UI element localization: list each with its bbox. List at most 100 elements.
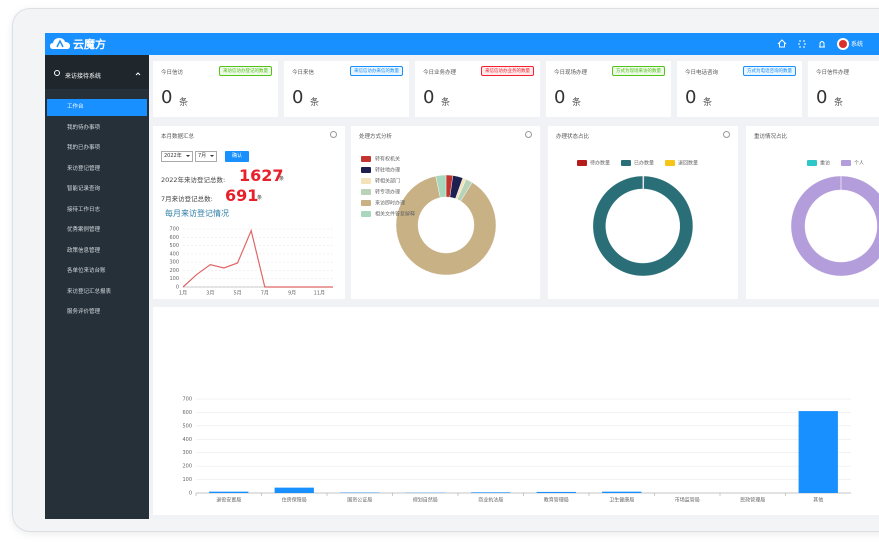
logo-icon bbox=[50, 38, 70, 49]
card-badge: 来信信访办来信的数量 bbox=[350, 66, 403, 76]
card-unit: 条 bbox=[703, 98, 713, 108]
legend-swatch bbox=[577, 160, 587, 166]
bar bbox=[798, 411, 838, 493]
legend-label: 转有权机关 bbox=[375, 156, 400, 163]
month-select[interactable]: 7月 bbox=[195, 151, 218, 162]
pie-slice bbox=[592, 175, 694, 277]
menu-item[interactable]: 工作台 bbox=[47, 99, 147, 116]
card-value: 0 bbox=[554, 87, 566, 108]
info-icon[interactable] bbox=[330, 131, 337, 138]
menu-item[interactable]: 来访登记汇总报表 bbox=[67, 288, 112, 295]
menu-item[interactable]: 我的待办事项 bbox=[67, 124, 101, 131]
year-total: 1627 bbox=[239, 166, 284, 185]
y-tick-label: 0 bbox=[176, 285, 179, 291]
legend-swatch bbox=[361, 178, 371, 184]
user-name[interactable]: 系统 bbox=[851, 41, 864, 48]
year-total-label: 2022年来访登记总数: bbox=[161, 176, 226, 184]
collapse-icon[interactable] bbox=[135, 71, 141, 77]
home-icon[interactable] bbox=[777, 39, 787, 48]
stat-card: 今日信件办理方式为信件的数量0条 bbox=[808, 61, 879, 117]
card-badge: 来信信访办业务的数量 bbox=[481, 66, 534, 76]
confirm-button[interactable]: 确认 bbox=[225, 151, 250, 162]
y-tick-label: 700 bbox=[169, 227, 179, 233]
panel-title: 本月数据汇总 bbox=[161, 134, 195, 140]
sidebar: 来访接待系统 工作台我的待办事项 我的已办事项 来访登记管理 智能记录查询 接待工作日志… bbox=[45, 55, 149, 519]
card-badge: 方式为现场来访的数量 bbox=[612, 66, 665, 76]
chart: 待办数量 已办数量 退回数量 bbox=[577, 160, 698, 277]
card-title: 今日来信 bbox=[292, 70, 315, 76]
stat-card: 今日电话咨询 方式为电话咨询的数量 0 条 bbox=[677, 61, 802, 117]
legend-label: 相关文件答复解释 bbox=[375, 211, 415, 218]
y-tick-label: 300 bbox=[182, 450, 192, 456]
menu-item[interactable]: 来访登记管理 bbox=[67, 165, 101, 172]
toolbar-icons bbox=[777, 39, 825, 48]
legend-swatch bbox=[361, 167, 371, 173]
x-tick-label: 其他 bbox=[813, 497, 823, 504]
x-tick-label: 国资公证局 bbox=[347, 497, 372, 504]
menu-item[interactable]: 政策信息管理 bbox=[67, 247, 101, 254]
info-icon[interactable] bbox=[723, 131, 730, 138]
month-total-unit: 条 bbox=[257, 195, 263, 201]
y-tick-label: 600 bbox=[182, 410, 192, 416]
menu-item[interactable]: 优秀案例管理 bbox=[67, 227, 101, 233]
x-tick-label: 教育管理局 bbox=[544, 497, 569, 504]
month-total: 691 bbox=[225, 186, 259, 205]
x-tick-label: 市场监管局 bbox=[675, 497, 700, 504]
bar bbox=[209, 491, 249, 493]
card-unit: 条 bbox=[441, 98, 451, 108]
y-tick-label: 200 bbox=[182, 464, 192, 470]
panel-title: 重访情况占比 bbox=[754, 134, 788, 140]
legend-swatch bbox=[361, 211, 371, 217]
stat-card: 今日业务办理 来信信访办业务的数量 0 条 bbox=[415, 61, 540, 117]
x-tick-label: 退役安置局 bbox=[216, 497, 241, 504]
x-tick-label: 11月 bbox=[314, 291, 325, 297]
year-select[interactable]: 2022年 bbox=[161, 151, 193, 162]
card-badge: 来访信访办登记的数量 bbox=[219, 66, 272, 76]
menu-item[interactable]: 各单位来访台账 bbox=[67, 268, 106, 274]
bell-icon[interactable] bbox=[819, 41, 825, 48]
menu-item[interactable]: 接待工作日志 bbox=[67, 206, 101, 213]
card-unit: 条 bbox=[310, 98, 320, 108]
menu-item[interactable]: 我的已办事项 bbox=[67, 145, 101, 151]
panel: 重访情况占比重访 个人 bbox=[746, 126, 879, 299]
pie-slice bbox=[790, 175, 879, 277]
bar bbox=[471, 492, 511, 493]
menu-item[interactable]: 服务评价管理 bbox=[67, 309, 101, 315]
y-tick-label: 400 bbox=[182, 437, 192, 443]
card-title: 今日业务办理 bbox=[423, 70, 457, 76]
device-frame: 云魔方 系统 来访接待系统 工作台 我的待办事项 我的已办事项 来访登记管理 智能记录查… bbox=[12, 8, 879, 532]
legend-label: 退回数量 bbox=[678, 160, 698, 167]
panel-title: 处理方式分析 bbox=[359, 134, 393, 140]
fullscreen-icon[interactable] bbox=[798, 40, 806, 48]
chart: 重访 个人 bbox=[790, 160, 879, 277]
legend-label: 个人 bbox=[854, 161, 864, 167]
card-value: 0 bbox=[816, 87, 828, 108]
card-value: 0 bbox=[423, 87, 435, 108]
y-tick-label: 200 bbox=[169, 268, 179, 274]
bar bbox=[536, 491, 576, 493]
x-tick-label: 商业执法局 bbox=[478, 497, 503, 504]
legend-swatch bbox=[361, 156, 371, 162]
y-tick-label: 400 bbox=[169, 251, 179, 257]
panel: 办理状态占比 待办数量 已办数量 退回数量 bbox=[548, 126, 738, 299]
card-title: 今日信访 bbox=[161, 70, 184, 76]
pie-slice bbox=[435, 174, 447, 198]
y-tick-label: 700 bbox=[182, 397, 192, 403]
stat-card: 今日来信 来信信访办来信的数量 0 条 bbox=[284, 61, 409, 117]
card-value: 0 bbox=[161, 87, 173, 108]
avatar[interactable] bbox=[836, 37, 850, 51]
x-tick-label: 住房保障局 bbox=[282, 497, 307, 504]
legend-label: 已办数量 bbox=[634, 160, 654, 167]
year-total-unit: 条 bbox=[279, 176, 285, 182]
legend-label: 重访 bbox=[820, 160, 830, 167]
legend-label: 转驻地办理 bbox=[375, 167, 400, 174]
card-title: 今日信件办理 bbox=[816, 70, 850, 76]
legend-swatch bbox=[841, 160, 851, 166]
menu-item[interactable]: 智能记录查询 bbox=[67, 186, 101, 192]
legend-label: 转相关部门 bbox=[375, 178, 400, 185]
data-line bbox=[182, 228, 333, 288]
sidebar-header: 来访接待系统 bbox=[45, 55, 149, 89]
info-icon[interactable] bbox=[525, 131, 532, 138]
